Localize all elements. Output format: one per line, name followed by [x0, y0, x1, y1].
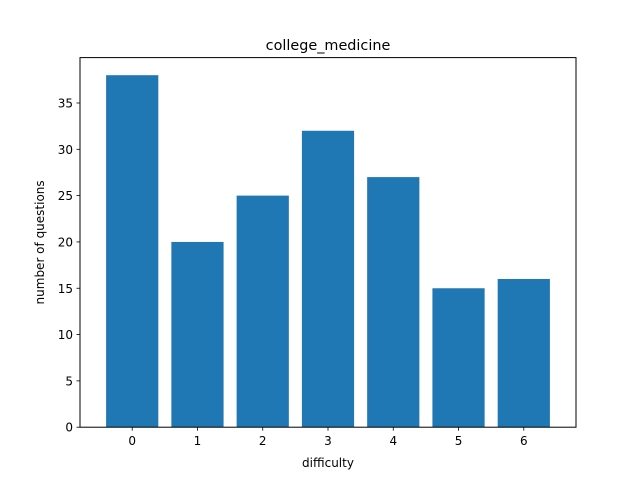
- bar-2: [236, 195, 289, 428]
- y-tick-label: 0: [65, 421, 73, 435]
- y-tick-label: 15: [58, 282, 73, 296]
- bar-3: [301, 130, 355, 428]
- y-tick-label: 10: [58, 328, 73, 342]
- x-axis-label: difficulty: [302, 456, 354, 470]
- plot-frame: [79, 57, 577, 428]
- x-tick-label: 2: [259, 434, 267, 448]
- bars-group: [106, 75, 550, 428]
- y-axis-ticks: 0 5 10 15 20 25 30 35: [58, 96, 80, 435]
- bar-5: [432, 288, 485, 428]
- x-tick-label: 0: [128, 434, 136, 448]
- y-tick-label: 35: [58, 96, 73, 110]
- x-tick-label: 5: [455, 434, 463, 448]
- x-tick-label: 6: [520, 434, 528, 448]
- y-tick-label: 25: [58, 189, 73, 203]
- y-tick-label: 5: [65, 374, 73, 388]
- chart-title: college_medicine: [266, 38, 391, 54]
- bar-0: [106, 75, 159, 428]
- x-tick-label: 1: [194, 434, 202, 448]
- bar-4: [367, 177, 420, 428]
- y-axis-label: number of questions: [33, 180, 47, 304]
- x-tick-label: 3: [324, 434, 332, 448]
- bar-6: [497, 278, 550, 428]
- x-tick-label: 4: [389, 434, 397, 448]
- bar-1: [171, 241, 224, 428]
- y-tick-label: 20: [58, 235, 73, 249]
- x-axis-ticks: 0 1 2 3 4 5 6: [128, 427, 528, 448]
- y-tick-label: 30: [58, 143, 73, 157]
